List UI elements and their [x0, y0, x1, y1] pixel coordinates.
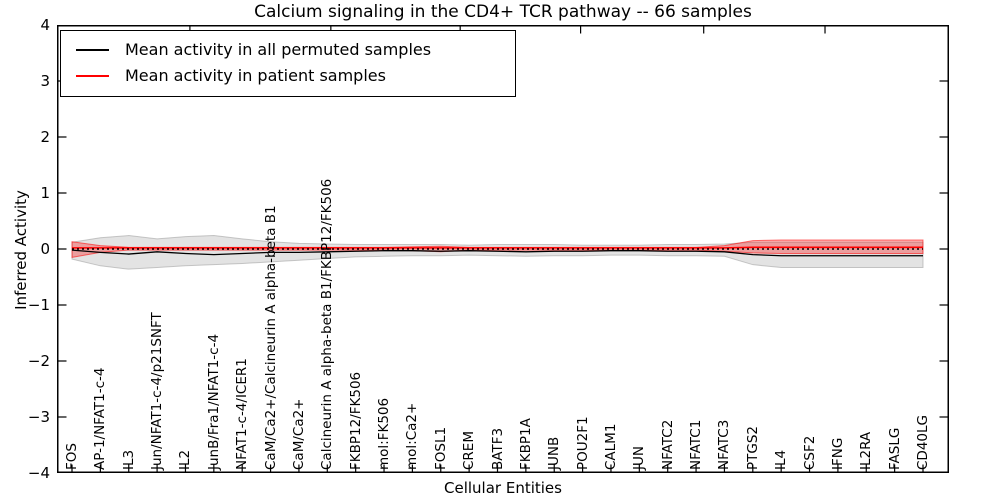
x-tick-label: Jun/NFAT1-c-4/p21SNFT: [149, 312, 166, 470]
chart-title: Calcium signaling in the CD4+ TCR pathwa…: [254, 2, 752, 22]
patient-line-swatch: [76, 75, 109, 77]
permuted-line-swatch: [76, 49, 109, 51]
y-tick-label: 2: [40, 128, 50, 146]
x-tick-label: mol:FK506: [376, 397, 393, 470]
x-tick-label: CREM: [461, 431, 478, 470]
permuted-std-band: [71, 235, 924, 270]
y-tick-label: −1: [27, 296, 50, 314]
legend-label-patient: Mean activity in patient samples: [125, 66, 386, 85]
legend-item-permuted: Mean activity in all permuted samples: [61, 37, 515, 63]
x-tick-label: PTGS2: [744, 425, 761, 470]
x-tick-label: AP-1/NFAT1-c-4: [92, 367, 109, 471]
y-tick-label: 3: [40, 72, 50, 90]
x-tick-label: NFAT1-c-4/ICER1: [234, 358, 251, 470]
x-tick-label: CaM/Ca2+: [290, 398, 307, 471]
x-tick-label: NFATC1: [688, 419, 705, 470]
x-tick-label: CaM/Ca2+/Calcineurin A alpha-beta B1: [262, 205, 279, 470]
legend-label-permuted: Mean activity in all permuted samples: [125, 40, 432, 59]
x-tick-label: JunB/Fra1/NFAT1-c-4: [205, 333, 222, 470]
x-tick-label: BATF3: [489, 427, 506, 470]
x-tick-label: NFATC2: [659, 419, 676, 470]
y-axis-label: Inferred Activity: [12, 190, 30, 310]
x-tick-label: FOS: [64, 443, 80, 470]
plot-border: [57, 25, 949, 473]
x-tick-label: JUN: [631, 446, 648, 470]
y-tick-label: −4: [27, 464, 50, 482]
patient-mean-line: [72, 246, 923, 249]
x-tick-label: IL2: [177, 449, 194, 470]
x-tick-label: FKBP1A: [517, 418, 534, 470]
x-tick-label: mol:Ca2+: [404, 402, 421, 470]
x-tick-label: IFNG: [829, 437, 846, 470]
x-tick-label: Calcineurin A alpha-beta B1/FKBP12/FK506: [319, 178, 336, 470]
permuted-mean-line: [71, 249, 923, 257]
y-tick-label: −2: [27, 352, 50, 370]
y-tick-label: −3: [27, 408, 50, 426]
x-tick-label: IL3: [120, 449, 137, 470]
x-tick-label: IL4: [773, 449, 790, 470]
y-tick-label: 1: [40, 184, 50, 202]
x-tick-label: CALM1: [602, 423, 619, 470]
y-tick-label: 4: [40, 16, 50, 34]
x-tick-label: IL2RA: [858, 431, 875, 470]
x-tick-label: CD40LG: [915, 415, 931, 470]
plot-area: [57, 25, 949, 473]
y-tick-label: 0: [40, 240, 50, 258]
legend-item-patient: Mean activity in patient samples: [61, 63, 515, 89]
legend: Mean activity in all permuted samples Me…: [60, 30, 516, 97]
x-tick-label: FOSL1: [432, 426, 449, 470]
x-tick-label: CSF2: [801, 435, 818, 470]
x-tick-label: POU2F1: [574, 416, 591, 470]
x-tick-label: FKBP12/FK506: [347, 371, 364, 470]
x-axis-label: Cellular Entities: [444, 479, 562, 497]
x-tick-label: NFATC3: [716, 419, 733, 470]
x-tick-label: FASLG: [886, 427, 903, 470]
x-tick-label: JUNB: [546, 436, 563, 470]
